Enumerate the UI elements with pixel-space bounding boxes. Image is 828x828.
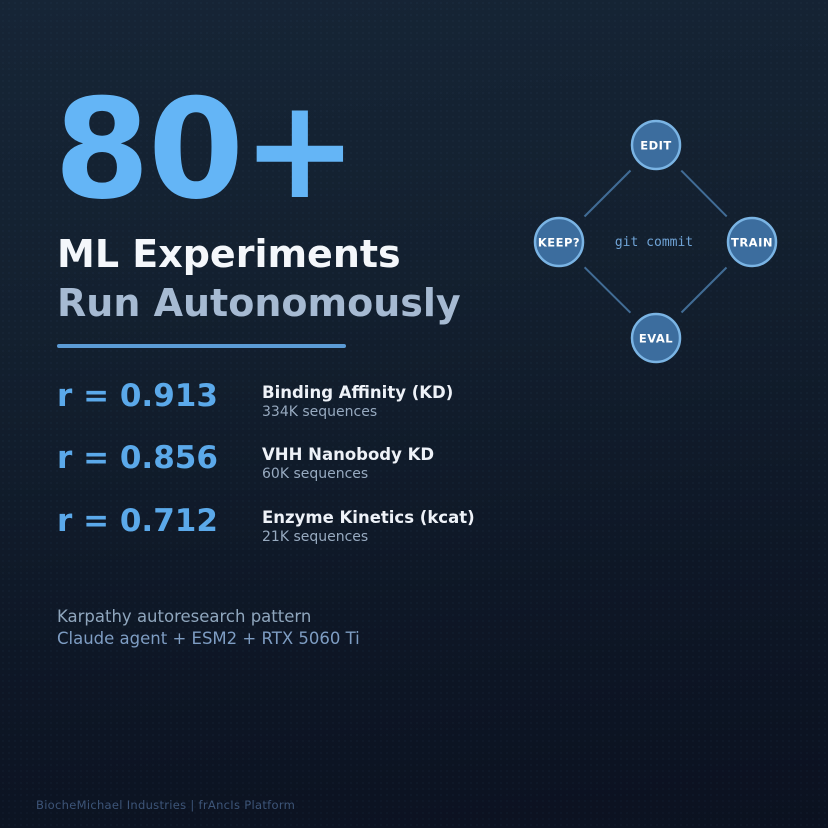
- connector-eval-keep: [583, 266, 632, 314]
- git-commit-label: git commit: [615, 235, 693, 250]
- divider-line: [57, 344, 346, 348]
- workflow-diagram: git commit EDIT TRAIN EVAL KEEP?: [533, 119, 778, 364]
- node-keep: KEEP?: [533, 216, 585, 268]
- footer-branding: BiocheMichael Industries | frAncIs Platf…: [36, 798, 296, 812]
- node-keep-circle: [533, 216, 585, 268]
- node-edit-label: EDIT: [640, 139, 672, 153]
- connector-train-eval: [680, 266, 728, 314]
- stat-r-value: r = 0.913: [57, 378, 218, 414]
- stat-r-value: r = 0.712: [57, 503, 218, 539]
- connector-edit-train: [680, 169, 728, 218]
- pattern-notes: Karpathy autoresearch pattern Claude age…: [57, 606, 360, 650]
- big-number: 80+: [54, 69, 358, 230]
- title-line1: ML Experiments: [57, 232, 401, 276]
- stat-sublabel: 334K sequences: [262, 404, 378, 420]
- stat-label: VHH Nanobody KD: [262, 445, 435, 464]
- note-line1: Karpathy autoresearch pattern: [57, 607, 312, 626]
- title-line2: Run Autonomously: [57, 281, 461, 325]
- connector-keep-edit: [583, 169, 632, 218]
- stat-label: Binding Affinity (KD): [262, 383, 454, 402]
- stat-label: Enzyme Kinetics (kcat): [262, 508, 475, 527]
- node-train-label: TRAIN: [731, 236, 773, 250]
- node-keep-label: KEEP?: [538, 236, 580, 250]
- stat-sublabel: 60K sequences: [262, 466, 369, 482]
- node-eval-label: EVAL: [639, 332, 673, 346]
- stat-sublabel: 21K sequences: [262, 529, 369, 545]
- stat-r-value: r = 0.856: [57, 440, 218, 476]
- node-edit: EDIT: [630, 119, 682, 171]
- node-train: TRAIN: [726, 216, 778, 268]
- node-edit-circle: [630, 119, 682, 171]
- node-train-circle: [726, 216, 778, 268]
- node-eval-circle: [630, 312, 682, 364]
- note-line2: Claude agent + ESM2 + RTX 5060 Ti: [57, 629, 360, 648]
- node-eval: EVAL: [630, 312, 682, 364]
